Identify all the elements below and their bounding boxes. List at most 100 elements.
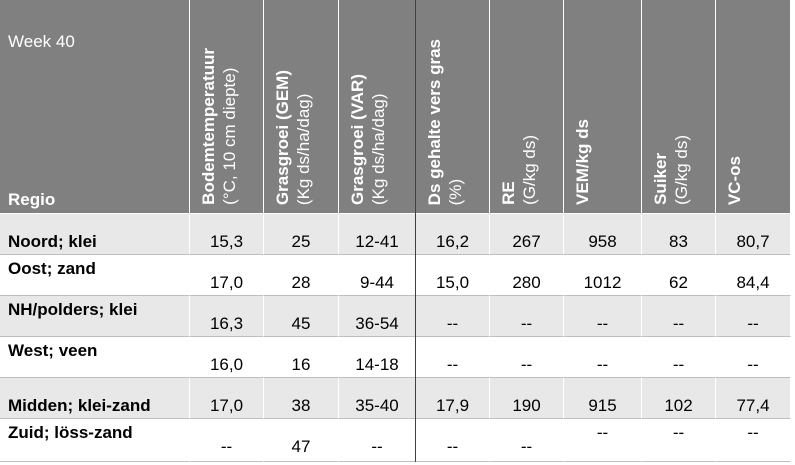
cell-value: --	[220, 437, 233, 456]
column-title: Grasgroei (VAR)	[348, 74, 367, 205]
region-name: Zuid; löss-zand	[8, 423, 133, 442]
cell-value: 17,0	[209, 273, 244, 292]
value-cell: 12-41	[339, 214, 416, 255]
value-cell: 15,3	[190, 214, 264, 255]
value-cell: 280	[490, 255, 564, 296]
column-divider	[415, 0, 416, 462]
cell-value: --	[446, 437, 459, 456]
value-cell: --	[642, 337, 716, 378]
cell-value: 77,4	[736, 396, 770, 415]
header-cell: VC-os	[716, 0, 791, 214]
column-header: VC-os	[724, 156, 745, 205]
header-cell: Bodemtemperatuur (°C, 10 cm diepte)	[190, 0, 264, 214]
column-unit: (G/kg ds)	[672, 135, 691, 205]
cell-value: 280	[512, 273, 541, 292]
region-name: Noord; klei	[8, 232, 97, 251]
column-header: RE (G/kg ds)	[498, 135, 540, 205]
value-cell: 190	[490, 378, 564, 419]
column-title: Bodemtemperatuur	[199, 48, 218, 205]
cell-value: 17,9	[435, 396, 470, 415]
header-cell: VEM/kg ds	[564, 0, 642, 214]
cell-value: 25	[291, 232, 311, 251]
value-cell: 36-54	[339, 296, 416, 337]
cell-value: 62	[669, 273, 688, 292]
cell-value: --	[672, 423, 685, 442]
week-label: Week 40	[8, 32, 75, 51]
cell-value: 9-44	[359, 273, 395, 292]
region-name: NH/polders; klei	[8, 300, 138, 319]
value-cell: --	[642, 296, 716, 337]
cell-value: 80,7	[736, 232, 770, 251]
value-cell: 38	[264, 378, 339, 419]
value-cell: --	[339, 419, 416, 462]
cell-value: 36-54	[355, 314, 399, 333]
value-cell: --	[564, 419, 642, 462]
value-cell: --	[490, 337, 564, 378]
cell-value: --	[596, 423, 609, 442]
value-cell: --	[716, 419, 791, 462]
cell-value: 84,4	[736, 273, 770, 292]
header-cell: Suiker (G/kg ds)	[642, 0, 716, 214]
cell-value: 28	[291, 273, 311, 292]
region-cell: West; veen	[0, 337, 190, 378]
value-cell: --	[564, 337, 642, 378]
cell-value: 12-41	[355, 232, 399, 251]
column-title: RE	[499, 181, 518, 205]
column-title: Ds gehalte vers gras	[425, 38, 444, 205]
cell-value: 38	[291, 396, 311, 415]
cell-value: 47	[291, 437, 311, 456]
value-cell: 62	[642, 255, 716, 296]
cell-value: 15,3	[209, 232, 244, 251]
value-cell: 77,4	[716, 378, 791, 419]
cell-value: 958	[588, 232, 617, 251]
column-title: VC-os	[725, 155, 744, 205]
value-cell: 16,3	[190, 296, 264, 337]
value-cell: 80,7	[716, 214, 791, 255]
cell-value: 102	[664, 396, 693, 415]
column-unit: (°C, 10 cm diepte)	[220, 67, 239, 205]
value-cell: --	[190, 419, 264, 462]
column-unit: (G/kg ds)	[520, 135, 539, 205]
value-cell: 915	[564, 378, 642, 419]
column-header: Grasgroei (GEM) (Kg ds/ha/dag)	[272, 70, 314, 205]
cell-value: 915	[588, 396, 617, 415]
cell-value: --	[747, 314, 759, 333]
region-cell: Noord; klei	[0, 214, 190, 255]
column-header: Grasgroei (VAR) (Kg ds/ha/dag)	[347, 74, 389, 205]
value-cell: 17,0	[190, 255, 264, 296]
value-cell: --	[564, 296, 642, 337]
cell-value: 16,2	[435, 232, 470, 251]
cell-value: --	[747, 423, 759, 442]
value-cell: 1012	[564, 255, 642, 296]
region-name: Midden; klei-zand	[8, 396, 151, 415]
region-name: West; veen	[8, 341, 98, 360]
cell-value: 17,0	[209, 396, 244, 415]
header-cell: Week 40 Regio	[0, 0, 190, 214]
cell-value: 16,3	[209, 314, 244, 333]
cell-value: --	[520, 437, 533, 456]
column-unit: (Kg ds/ha/dag)	[294, 93, 313, 205]
value-cell: 17,9	[416, 378, 490, 419]
value-cell: 28	[264, 255, 339, 296]
region-cell: Midden; klei-zand	[0, 378, 190, 419]
cell-value: 1012	[583, 273, 622, 292]
value-cell: 84,4	[716, 255, 791, 296]
cell-value: --	[596, 355, 609, 374]
cell-value: 14-18	[355, 355, 399, 374]
value-cell: 15,0	[416, 255, 490, 296]
column-title: Grasgroei (GEM)	[273, 69, 292, 205]
value-cell: 25	[264, 214, 339, 255]
cell-value: --	[371, 437, 383, 456]
column-header: Bodemtemperatuur (°C, 10 cm diepte)	[198, 48, 240, 205]
header-cell: Ds gehalte vers gras (%)	[416, 0, 490, 214]
cell-value: --	[520, 355, 533, 374]
value-cell: 16	[264, 337, 339, 378]
value-cell: --	[642, 419, 716, 462]
value-cell: 958	[564, 214, 642, 255]
header-cell: RE (G/kg ds)	[490, 0, 564, 214]
column-header: VEM/kg ds	[572, 119, 593, 205]
value-cell: 9-44	[339, 255, 416, 296]
value-cell: --	[416, 419, 490, 462]
header-cell: Grasgroei (VAR) (Kg ds/ha/dag)	[339, 0, 416, 214]
